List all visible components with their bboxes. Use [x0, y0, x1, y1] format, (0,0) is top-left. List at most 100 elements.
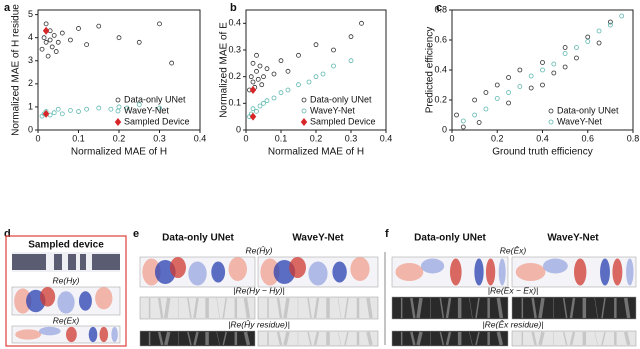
error-texture — [623, 331, 631, 346]
error-texture — [222, 331, 227, 346]
field-lobe — [485, 258, 496, 286]
point — [49, 44, 55, 50]
panel-label: a — [4, 2, 11, 14]
field-lobe — [169, 257, 186, 278]
panel-label: c — [436, 2, 442, 14]
legend-marker — [300, 118, 308, 126]
error-texture — [243, 297, 251, 319]
field-lobe — [40, 287, 56, 307]
error-texture — [283, 331, 290, 346]
error-texture — [475, 297, 480, 319]
legend-label: WaveY-Net — [310, 105, 355, 115]
x-axis-label: Normalized MAE of H — [268, 147, 364, 158]
point — [248, 74, 254, 80]
x-tick-label: 0.1 — [72, 133, 85, 143]
panel-label: e — [133, 228, 139, 240]
point — [68, 37, 73, 43]
point — [261, 74, 266, 80]
error-texture — [531, 297, 537, 319]
point — [271, 71, 277, 77]
point — [285, 68, 291, 74]
point — [574, 45, 579, 50]
point — [528, 85, 534, 91]
error-texture — [531, 331, 537, 346]
error-texture — [344, 331, 349, 346]
point — [454, 112, 459, 118]
panel-label: b — [230, 2, 237, 14]
point — [261, 100, 266, 106]
column-header: WaveY-Net — [547, 233, 599, 244]
error-texture — [276, 331, 283, 346]
error-texture — [216, 331, 220, 346]
error-texture — [410, 331, 416, 346]
error-texture — [366, 331, 373, 346]
point — [359, 20, 364, 26]
field-lobe — [88, 326, 98, 343]
point — [476, 120, 482, 125]
caption: Re(Hy) — [53, 275, 80, 285]
point — [483, 106, 489, 112]
field-lobe — [574, 258, 587, 286]
point — [254, 68, 259, 74]
point — [116, 35, 122, 41]
field-lobe — [39, 326, 61, 336]
error-texture — [307, 297, 312, 319]
legend-label: Data-only UNet — [557, 105, 619, 115]
point — [551, 70, 557, 76]
point — [460, 124, 466, 130]
error-texture — [187, 297, 192, 319]
point — [55, 39, 61, 45]
point — [540, 82, 545, 88]
point — [257, 103, 263, 109]
legend-marker — [114, 118, 122, 126]
point — [278, 58, 284, 64]
legend-label: WaveY-Net — [124, 105, 169, 115]
y-tick-label: 5 — [28, 9, 33, 19]
x-axis-label: Ground truth efficiency — [492, 147, 592, 158]
point — [68, 107, 73, 113]
y-axis-label: Normalized MAE of E — [219, 22, 230, 118]
field-lobe — [543, 258, 568, 274]
error-texture — [601, 331, 606, 346]
point — [562, 45, 568, 50]
device-box — [5, 235, 127, 347]
error-texture — [469, 331, 473, 346]
point — [271, 95, 277, 101]
point — [55, 106, 61, 112]
point — [472, 112, 478, 118]
error-texture — [193, 331, 199, 346]
y-tick-label: 4 — [28, 32, 33, 42]
x-tick-label: 0.8 — [627, 133, 640, 143]
point — [53, 49, 59, 54]
field-lobe — [15, 329, 42, 340]
device-block — [68, 254, 76, 270]
field-lobe — [111, 326, 118, 343]
point — [124, 105, 130, 111]
field-lobe — [260, 258, 280, 286]
error-texture — [157, 297, 164, 319]
point — [574, 55, 579, 61]
field-lobe — [14, 288, 32, 314]
y-tick-label: 0.3 — [228, 44, 241, 54]
field-lobe — [57, 291, 75, 314]
caption: Re(Ĥy) — [246, 245, 273, 255]
point — [619, 13, 625, 19]
point — [84, 106, 89, 112]
error-texture — [439, 331, 445, 346]
point — [494, 96, 500, 101]
caption: |Re(Ex − Êx)| — [488, 285, 538, 295]
point — [157, 105, 162, 111]
point — [259, 82, 265, 88]
point — [296, 52, 301, 58]
error-texture — [601, 297, 606, 319]
point — [39, 46, 45, 52]
y-tick-label: 0 — [236, 124, 241, 134]
field-lobe — [474, 258, 484, 286]
point — [250, 60, 256, 66]
x-tick-label: 0.6 — [581, 133, 594, 143]
point — [506, 90, 511, 95]
point — [348, 34, 354, 40]
y-tick-label: 0.2 — [228, 71, 241, 81]
x-tick-label: 0 — [449, 133, 454, 143]
point — [45, 53, 51, 59]
